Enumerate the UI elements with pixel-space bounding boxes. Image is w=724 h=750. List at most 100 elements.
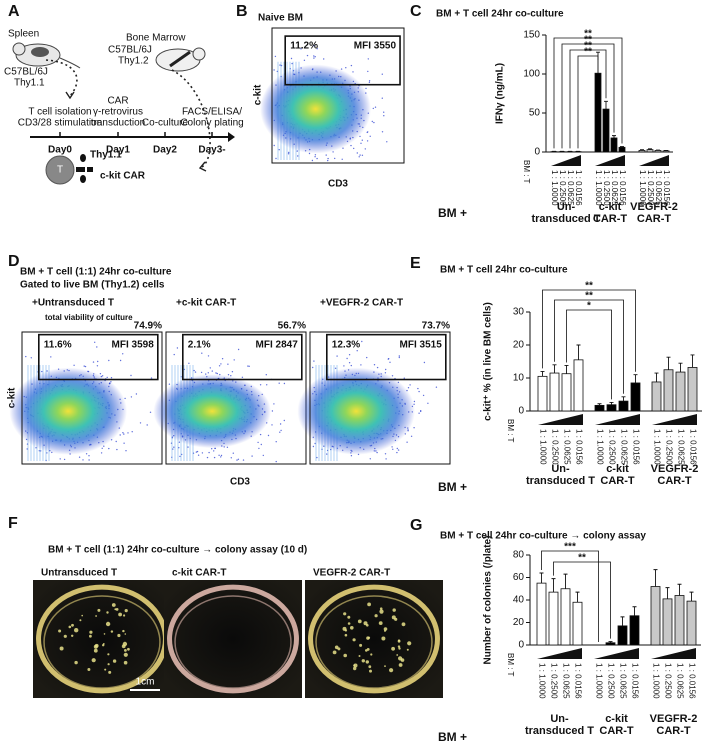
donor-strain: Thy1.1 xyxy=(14,78,45,89)
event-dot xyxy=(207,372,209,374)
event-dot xyxy=(41,370,43,373)
row-label: BM + xyxy=(438,206,467,220)
event-dot xyxy=(348,362,351,364)
event-dot xyxy=(116,448,118,451)
ratio-wedge xyxy=(595,414,640,425)
error-bar xyxy=(564,365,569,374)
group-label: c-kit CAR-T xyxy=(592,201,628,225)
group-label: VEGFR-2 CAR-T xyxy=(650,463,699,487)
panel-title: BM + T cell (1:1) 24hr co-culture xyxy=(20,267,172,278)
colony xyxy=(352,638,356,642)
colony xyxy=(107,653,110,656)
event-dot xyxy=(384,453,387,455)
event-dot xyxy=(327,159,329,162)
gate-mfi: MFI 3515 xyxy=(400,339,443,350)
event-dot xyxy=(327,157,329,160)
mouse-tail xyxy=(59,57,81,69)
event-dot xyxy=(201,352,203,354)
day-label: Day2 xyxy=(153,145,177,156)
ratio-label: 1 : 1.0000 xyxy=(651,663,660,699)
ratio-wedge xyxy=(538,414,583,425)
event-dot xyxy=(78,456,81,458)
significance-label: ** xyxy=(584,41,592,52)
event-dot xyxy=(259,384,262,386)
event-dot xyxy=(373,364,376,366)
y-tick-label: 150 xyxy=(523,30,540,41)
event-dot xyxy=(420,410,422,412)
event-dot xyxy=(196,450,199,453)
event-dot xyxy=(278,382,280,384)
colony xyxy=(379,607,383,610)
colony xyxy=(58,629,62,633)
step-label: Colony plating xyxy=(180,118,243,129)
colony xyxy=(381,636,386,641)
colony xyxy=(347,622,351,625)
ratio-label: 1 : 0.0625 xyxy=(561,663,570,699)
panel-title: BM + T cell (1:1) 24hr co-culture → colo… xyxy=(48,545,307,556)
dish-ring xyxy=(167,584,299,694)
colony xyxy=(124,649,127,652)
colony xyxy=(124,609,128,613)
step-label: transduction xyxy=(91,118,145,129)
density-cloud xyxy=(153,374,271,449)
error-bar xyxy=(597,403,602,406)
error-bar xyxy=(666,356,671,370)
error-bar xyxy=(620,146,624,148)
event-dot xyxy=(356,350,358,352)
error-bar xyxy=(540,370,545,377)
event-dot xyxy=(418,412,420,414)
event-dot xyxy=(279,431,281,433)
spleen-organ xyxy=(31,47,49,57)
bar xyxy=(594,72,602,153)
ratio-label: 1 : 0.2500 xyxy=(663,663,672,699)
colony xyxy=(68,625,72,629)
event-dot xyxy=(50,356,52,358)
colony xyxy=(353,664,356,667)
colony xyxy=(332,650,337,655)
error-bar xyxy=(633,374,638,383)
recipient-mouse-head xyxy=(192,47,206,61)
colony xyxy=(111,603,116,607)
colony xyxy=(81,614,83,617)
event-dot xyxy=(316,48,318,50)
colony xyxy=(358,655,361,657)
colony xyxy=(391,646,395,651)
gate-percent: 2.1% xyxy=(188,339,211,350)
bar xyxy=(662,598,673,646)
error-bar xyxy=(621,396,626,402)
event-dot xyxy=(209,367,211,369)
error-bar xyxy=(575,591,580,603)
event-dot xyxy=(150,377,153,379)
event-dot xyxy=(406,441,408,443)
event-dot xyxy=(381,97,383,99)
event-dot xyxy=(313,45,315,47)
colony xyxy=(347,615,351,619)
event-dot xyxy=(119,359,122,362)
car-domain xyxy=(76,167,85,172)
error-bar xyxy=(640,149,644,151)
event-dot xyxy=(366,356,368,359)
event-dot xyxy=(334,367,337,369)
thy-marker xyxy=(80,175,86,183)
event-dot xyxy=(343,365,345,367)
event-dot xyxy=(73,364,75,366)
event-dot xyxy=(213,450,215,452)
event-dot xyxy=(311,159,314,162)
marker-label: Thy1.1 xyxy=(90,150,122,161)
colony xyxy=(366,636,370,640)
event-dot xyxy=(130,396,133,398)
event-dot xyxy=(279,423,282,425)
event-dot xyxy=(146,424,148,426)
step-label: CD3/28 stimulation xyxy=(18,118,102,129)
gate xyxy=(325,333,447,381)
event-dot xyxy=(303,59,306,61)
ratio-label: 1 : 0.0156 xyxy=(618,170,627,206)
ratio-label: 1 : 1.0000 xyxy=(595,429,604,465)
event-dot xyxy=(361,139,363,141)
bar xyxy=(630,382,641,412)
event-dot xyxy=(178,447,180,449)
step-label: T cell isolation xyxy=(28,107,91,118)
arrow-head xyxy=(65,91,75,100)
event-dot xyxy=(213,456,216,459)
colony xyxy=(353,663,358,668)
